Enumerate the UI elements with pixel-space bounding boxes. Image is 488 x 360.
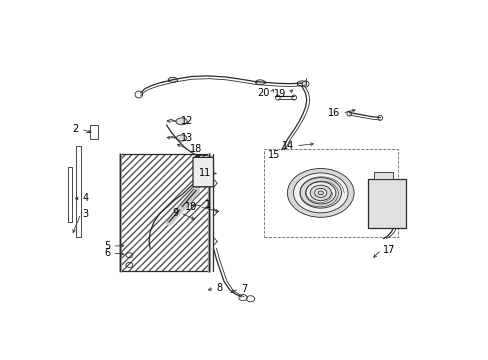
Text: 14: 14	[282, 141, 294, 151]
Text: 15: 15	[268, 150, 280, 161]
Circle shape	[293, 173, 347, 213]
Ellipse shape	[176, 135, 186, 141]
Circle shape	[317, 191, 323, 195]
Circle shape	[309, 185, 331, 201]
Circle shape	[287, 168, 353, 217]
Bar	[68, 167, 72, 222]
Circle shape	[314, 188, 326, 197]
Bar	[75, 146, 81, 237]
Text: 11: 11	[198, 168, 210, 179]
Ellipse shape	[255, 80, 264, 85]
Text: 9: 9	[172, 208, 178, 218]
Text: 1: 1	[205, 201, 211, 210]
Text: 17: 17	[383, 245, 395, 255]
Text: 4: 4	[82, 193, 89, 203]
Bar	[264, 149, 398, 237]
Text: 13: 13	[180, 133, 192, 143]
Ellipse shape	[296, 81, 306, 86]
Text: 16: 16	[327, 108, 340, 118]
Text: 10: 10	[185, 202, 197, 212]
Bar	[367, 179, 405, 228]
Text: 3: 3	[82, 209, 89, 219]
FancyBboxPatch shape	[193, 157, 213, 187]
Text: 12: 12	[180, 116, 192, 126]
Text: 7: 7	[241, 284, 247, 293]
Ellipse shape	[168, 77, 177, 82]
Ellipse shape	[176, 118, 187, 125]
Circle shape	[299, 177, 341, 208]
Text: 8: 8	[216, 283, 222, 293]
Bar	[89, 125, 98, 139]
Circle shape	[305, 182, 335, 204]
Bar	[373, 172, 392, 179]
Text: 2: 2	[73, 124, 79, 134]
Bar	[120, 154, 208, 270]
Text: 18: 18	[189, 144, 202, 154]
Text: 5: 5	[104, 241, 110, 251]
Bar	[120, 154, 208, 270]
Text: 6: 6	[104, 248, 110, 258]
Text: 20: 20	[257, 88, 269, 98]
Text: 19: 19	[274, 89, 286, 99]
